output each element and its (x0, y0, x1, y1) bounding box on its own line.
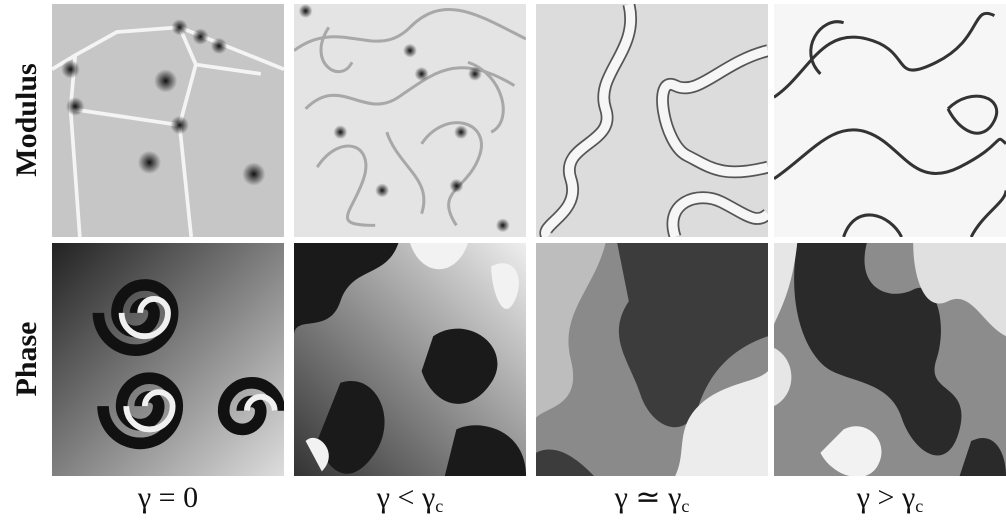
phase-panel-4 (774, 243, 1006, 476)
label-text: γ > γ (856, 481, 915, 514)
label-subscript: c (915, 496, 923, 516)
phase-panel-1 (52, 243, 284, 476)
phase-panel-3 (536, 243, 768, 476)
label-text: γ ≃ γ (614, 481, 682, 514)
label-text: γ < γ (376, 481, 435, 514)
column-label: γ > γc (856, 481, 923, 516)
label-subscript: c (435, 496, 443, 516)
row-label: Phase (10, 322, 43, 397)
modulus-panel-2 (294, 4, 526, 237)
column-label: γ < γc (376, 481, 443, 516)
column-label: γ ≃ γc (614, 481, 690, 516)
row-label: Modulus (10, 63, 43, 176)
modulus-panel-1 (52, 4, 284, 237)
label-subscript: c (681, 496, 689, 516)
modulus-panel-4 (774, 4, 1006, 237)
label-text: γ = 0 (137, 481, 198, 514)
modulus-panel-3 (536, 4, 768, 237)
phase-panel-2 (294, 243, 526, 476)
column-label: γ = 0 (137, 481, 198, 514)
